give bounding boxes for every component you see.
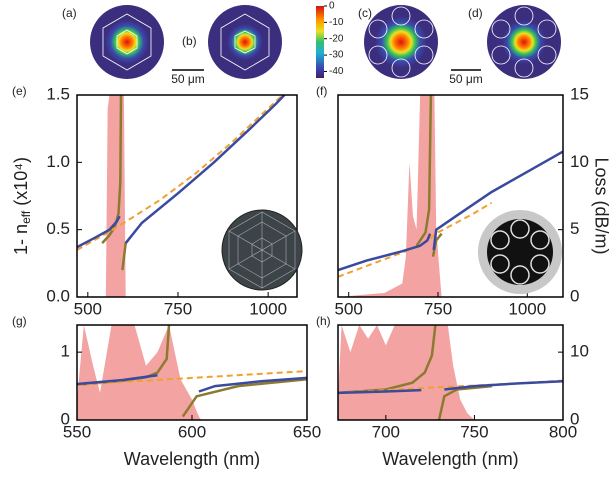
y2-tick-label: 0 — [570, 409, 579, 428]
x-tick-label: 600 — [178, 422, 206, 441]
x-axis-label: Wavelength (nm) — [382, 449, 518, 469]
mode-field — [502, 20, 546, 64]
y2-tick-label: 0 — [570, 286, 579, 305]
x-axis-label: Wavelength (nm) — [124, 449, 260, 469]
y2-tick-label: 10 — [570, 152, 589, 171]
plot-area — [338, 325, 563, 420]
insets — [222, 210, 562, 294]
y2-axis-label: Loss (dB/m) — [591, 157, 611, 254]
panel-label: (d) — [468, 6, 483, 20]
loss-area — [338, 325, 474, 420]
x-tick-label: 500 — [74, 299, 102, 318]
x-tick-label: 750 — [460, 422, 488, 441]
y-axis-label: 1- neff (x10⁴) — [11, 157, 33, 255]
x-tick-label: 500 — [335, 299, 363, 318]
colorbar — [316, 6, 324, 78]
y2-tick-label: 5 — [570, 219, 579, 238]
colorbar-tick-label: -20 — [329, 33, 344, 44]
y-tick-label: 1 — [61, 342, 70, 361]
y-axis-label-tail: (x10⁴) — [11, 157, 31, 211]
panel-label: (g) — [12, 314, 27, 328]
panel-label: (b) — [182, 34, 197, 48]
x-tick-label: 1000 — [508, 299, 546, 318]
y-tick-label: 1.5 — [46, 84, 70, 103]
colorbar-tick-label: -30 — [329, 50, 344, 61]
mode-field — [227, 24, 263, 60]
loss-area — [77, 325, 201, 420]
y-tick-label: 1.0 — [46, 152, 70, 171]
colorbar-tick-label: -40 — [329, 66, 344, 77]
panel-label: (a) — [62, 6, 77, 20]
panel-label: (c) — [358, 6, 372, 20]
plot-area — [77, 325, 307, 420]
loss-area — [338, 95, 442, 297]
y-axis-label-sub: eff — [19, 210, 33, 224]
colorbar-tick-label: 0 — [329, 1, 335, 12]
mode-images: (a) (b) (c) (d) 50 μm 50 μm — [62, 5, 561, 86]
panel-label: (e) — [12, 84, 27, 98]
x-tick-label: 750 — [424, 299, 452, 318]
mode-field — [375, 16, 427, 68]
y-tick-label: 0 — [61, 409, 70, 428]
x-tick-label: 750 — [164, 299, 192, 318]
scale-bar-label: 50 μm — [449, 72, 483, 86]
mode-field — [105, 20, 149, 64]
y2-tick-label: 15 — [570, 84, 589, 103]
y-axis-label-main: 1- n — [11, 224, 31, 255]
figure: (a) (b) (c) (d) 50 μm 50 μm 0 -10 -20 -30 -4… — [0, 0, 616, 478]
y-tick-label: 0.0 — [46, 286, 70, 305]
y-tick-label: 0.5 — [46, 219, 70, 238]
y2-tick-label: 10 — [570, 342, 589, 361]
panel-label: (h) — [316, 314, 331, 328]
x-tick-label: 1000 — [249, 299, 287, 318]
panel-label: (f) — [316, 84, 327, 98]
colorbar-tick-label: -10 — [329, 17, 344, 28]
scale-bar-label: 50 μm — [171, 72, 205, 86]
x-tick-label: 650 — [293, 422, 321, 441]
x-tick-label: 700 — [372, 422, 400, 441]
